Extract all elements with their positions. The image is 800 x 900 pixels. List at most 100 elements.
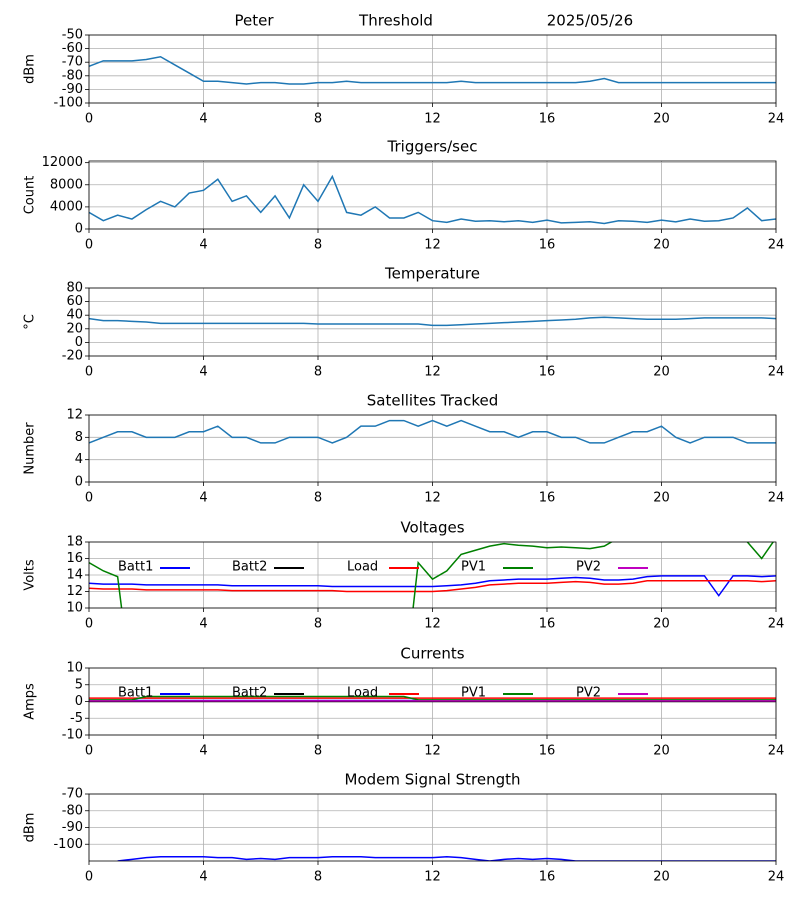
x-tick-label: 4: [199, 112, 207, 127]
y-axis-label: Volts: [23, 559, 38, 591]
data-line: [89, 695, 776, 701]
x-tick-label: 0: [85, 617, 93, 632]
x-tick-label: 12: [424, 744, 441, 759]
x-tick-label: 20: [653, 238, 670, 253]
chart-title: Temperature: [384, 265, 480, 283]
x-tick-label: 20: [653, 617, 670, 632]
y-tick-label: -90: [62, 820, 83, 835]
chart-title: Currents: [400, 645, 464, 663]
axes-frame: [88, 541, 777, 609]
x-tick-label: 12: [424, 365, 441, 380]
x-tick-label: 20: [653, 112, 670, 127]
x-tick-label: 0: [85, 491, 93, 506]
x-tick-label: 20: [653, 365, 670, 380]
y-tick-label: -50: [62, 28, 83, 43]
x-tick-label: 16: [539, 491, 556, 506]
y-tick-label: -70: [62, 787, 83, 802]
x-tick-label: 0: [85, 238, 93, 253]
x-tick-label: 0: [85, 112, 93, 127]
legend-label: PV1: [461, 560, 486, 575]
y-axis-label: dBm: [23, 813, 38, 843]
y-tick-label: 18: [66, 535, 83, 550]
y-tick-label: 0: [75, 335, 83, 350]
data-line: [89, 55, 776, 85]
y-axis-label: Amps: [23, 683, 38, 720]
chart-title: Modem Signal Strength: [345, 771, 521, 789]
x-tick-label: 20: [653, 491, 670, 506]
y-tick-label: 12: [66, 584, 83, 599]
y-tick-label: 10: [66, 661, 83, 676]
x-tick-label: 8: [314, 744, 322, 759]
data-line: [89, 580, 776, 593]
axes-frame: [88, 793, 777, 862]
y-tick-label: -90: [62, 82, 83, 97]
legend-label: Batt2: [232, 686, 267, 701]
y-tick-label: 4: [75, 452, 83, 467]
x-tick-label: 4: [199, 744, 207, 759]
legend-label: Batt1: [118, 686, 153, 701]
x-tick-label: 8: [314, 870, 322, 885]
y-tick-label: 80: [66, 281, 83, 296]
chart-title: Voltages: [400, 519, 464, 537]
y-tick-label: 40: [66, 308, 83, 323]
chart-title: Satellites Tracked: [367, 392, 498, 410]
x-tick-label: 4: [199, 238, 207, 253]
x-tick-label: 24: [768, 744, 785, 759]
legend-label: Load: [347, 686, 378, 701]
y-tick-label: -100: [53, 837, 83, 852]
y-tick-label: -70: [62, 55, 83, 70]
x-tick-label: 4: [199, 491, 207, 506]
legend-label: Batt2: [232, 560, 267, 575]
x-tick-label: 16: [539, 112, 556, 127]
y-tick-label: 4000: [50, 199, 83, 214]
legend-label: PV2: [576, 686, 601, 701]
x-tick-label: 4: [199, 870, 207, 885]
y-tick-label: -60: [62, 41, 83, 56]
x-tick-label: 16: [539, 870, 556, 885]
y-tick-label: -80: [62, 803, 83, 818]
axes-frame: [88, 667, 777, 736]
legend-label: PV2: [576, 560, 601, 575]
x-tick-label: 12: [424, 238, 441, 253]
x-tick-label: 20: [653, 870, 670, 885]
y-tick-label: 12: [66, 408, 83, 423]
x-tick-label: 4: [199, 365, 207, 380]
legend-label: Load: [347, 560, 378, 575]
x-tick-label: 24: [768, 870, 785, 885]
y-axis-label: Count: [23, 176, 38, 215]
axes-frame: [88, 34, 777, 104]
data-line: [89, 316, 776, 327]
y-tick-label: 10: [66, 601, 83, 616]
y-tick-label: 20: [66, 321, 83, 336]
y-tick-label: 0: [75, 222, 83, 237]
legend-label: Batt1: [118, 560, 153, 575]
x-tick-label: 8: [314, 112, 322, 127]
data-line: [89, 575, 776, 597]
y-tick-label: -20: [62, 349, 83, 364]
chart-title: Threshold: [358, 12, 433, 30]
y-tick-label: 8: [75, 430, 83, 445]
x-tick-label: 24: [768, 365, 785, 380]
x-tick-label: 0: [85, 744, 93, 759]
y-tick-label: 0: [75, 694, 83, 709]
y-tick-label: -100: [53, 96, 83, 111]
x-tick-label: 16: [539, 238, 556, 253]
x-tick-label: 24: [768, 617, 785, 632]
data-line: [117, 856, 776, 861]
y-tick-label: 14: [66, 568, 83, 583]
y-tick-label: 16: [66, 551, 83, 566]
x-tick-label: 8: [314, 238, 322, 253]
axes-frame: [88, 160, 777, 230]
x-tick-label: 16: [539, 744, 556, 759]
chart-title: Triggers/sec: [387, 138, 478, 156]
y-tick-label: 12000: [42, 155, 83, 170]
y-tick-label: 0: [75, 475, 83, 490]
x-tick-label: 0: [85, 870, 93, 885]
x-tick-label: 12: [424, 491, 441, 506]
y-axis-label: °C: [23, 314, 38, 330]
x-tick-label: 8: [314, 617, 322, 632]
x-tick-label: 4: [199, 617, 207, 632]
axes-frame: [88, 414, 777, 483]
